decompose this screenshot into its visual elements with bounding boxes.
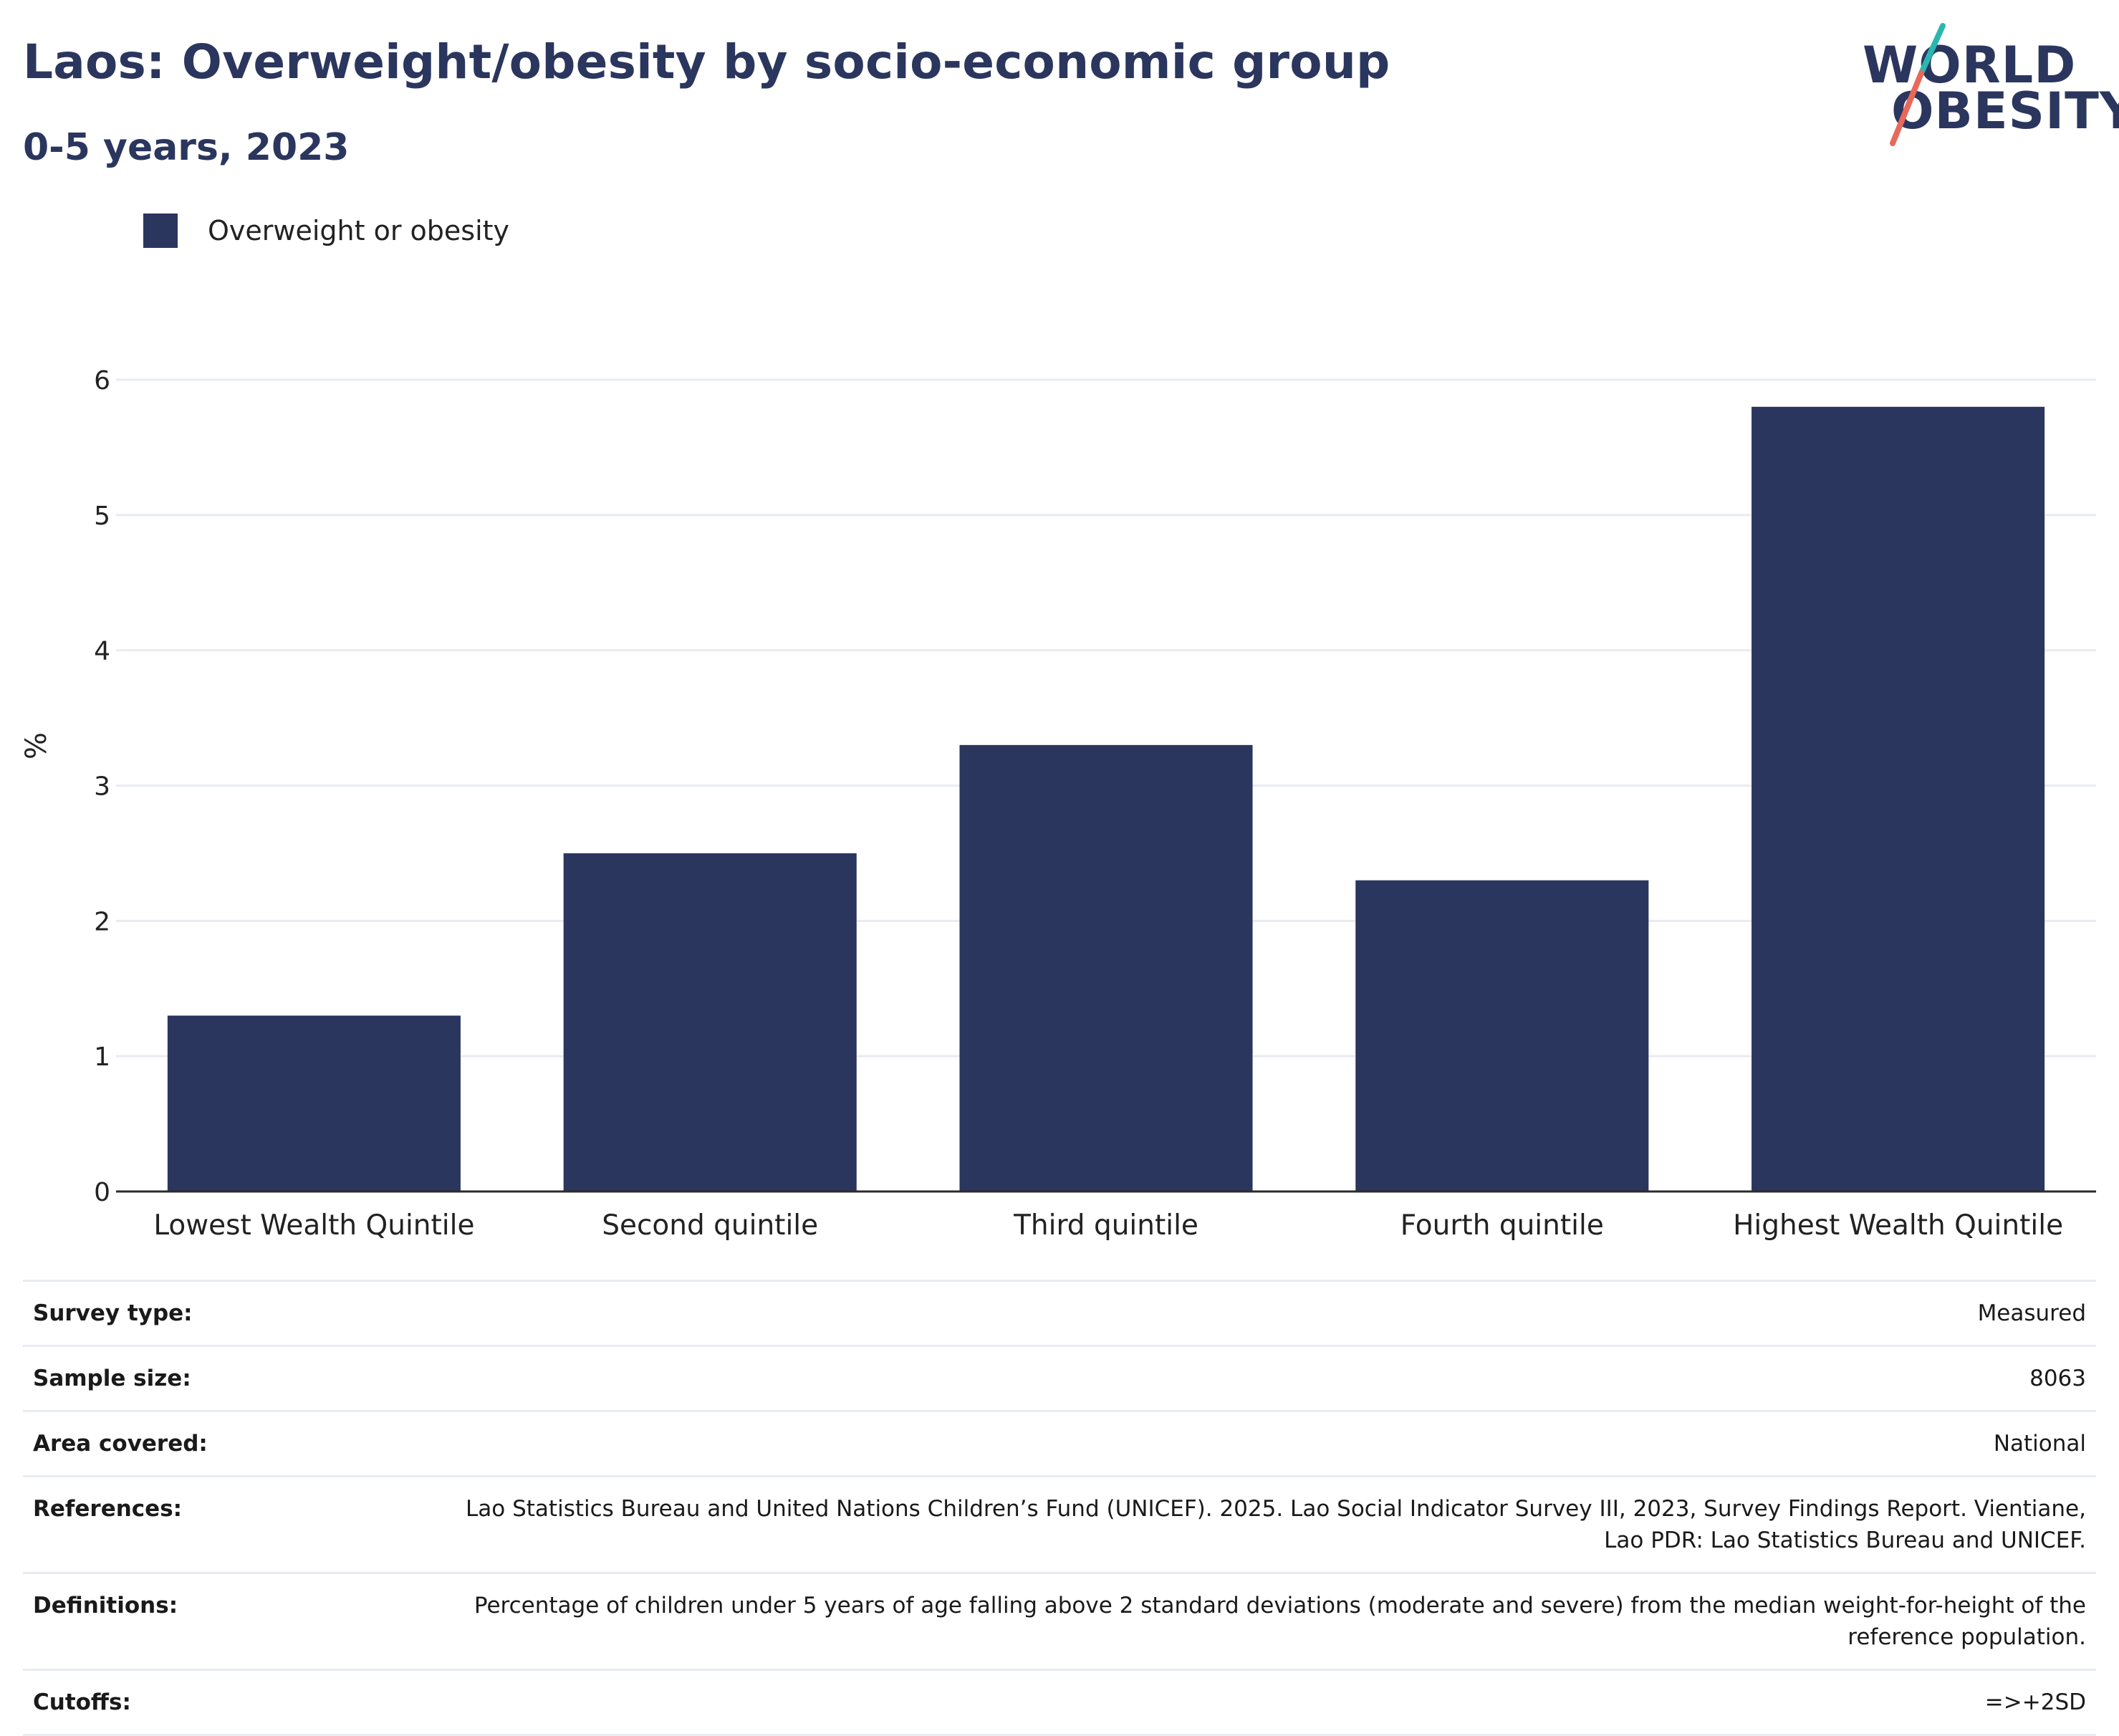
legend-swatch [143, 214, 178, 248]
logo-word-world: WORLD [1863, 36, 2077, 95]
y-tick-label: 3 [94, 772, 110, 802]
x-tick-label: Third quintile [1013, 1209, 1198, 1242]
y-tick-label: 5 [94, 502, 110, 531]
x-tick-label: Second quintile [602, 1209, 818, 1242]
y-tick-label: 1 [94, 1042, 110, 1072]
bar [563, 853, 857, 1191]
y-tick-label: 0 [94, 1178, 110, 1207]
bar-chart: 0 1 2 3 4 5 6 Lowest Wealth Quintile Second quin… [94, 366, 2096, 1242]
x-tick-label: Highest Wealth Quintile [1733, 1209, 2063, 1242]
info-row-definitions: Definitions: Percentage of children unde… [23, 1572, 2096, 1669]
x-tick-label: Fourth quintile [1400, 1209, 1604, 1242]
chart-legend: Overweight or obesity [143, 214, 509, 248]
info-value: =>+2SD [1984, 1689, 2086, 1715]
bars [167, 406, 2045, 1192]
chart-subtitle: 0-5 years, 2023 [23, 126, 350, 169]
info-table: Survey type: Measured Sample size: 8063 … [23, 1280, 2096, 1736]
info-row-cutoffs: Cutoffs: =>+2SD [23, 1669, 2096, 1736]
info-key: Area covered: [33, 1431, 208, 1457]
info-row-sample-size: Sample size: 8063 [23, 1345, 2096, 1410]
info-value: Measured [1977, 1300, 2086, 1326]
y-tick-label: 4 [94, 637, 110, 666]
info-row-area-covered: Area covered: National [23, 1410, 2096, 1475]
info-key: Survey type: [33, 1300, 193, 1326]
info-key: Cutoffs: [33, 1689, 131, 1715]
legend-label: Overweight or obesity [208, 215, 510, 246]
info-key: References: [33, 1496, 183, 1522]
logo-word-obesity: OBESITY [1891, 82, 2119, 140]
bar [1752, 406, 2045, 1192]
info-value: National [1993, 1431, 2086, 1457]
bar [959, 744, 1253, 1191]
x-tick-label: Lowest Wealth Quintile [153, 1209, 474, 1242]
info-row-survey-type: Survey type: Measured [23, 1280, 2096, 1345]
info-key: Definitions: [33, 1593, 178, 1618]
bar [1355, 880, 1649, 1191]
world-obesity-logo: WORLD OBESITY [1863, 20, 2119, 149]
y-tick-label: 2 [94, 907, 110, 936]
bar [167, 1015, 461, 1191]
info-value: 8063 [2029, 1366, 2086, 1391]
y-tick-label: 6 [94, 366, 110, 395]
logo-slash-icon [1890, 23, 1946, 146]
info-row-references: References: Lao Statistics Bureau and Un… [23, 1475, 2096, 1572]
info-value: Lao Statistics Bureau and United Nations… [466, 1496, 2086, 1553]
axes: 0 1 2 3 4 5 6 Lowest Wealth Quintile Second quin… [94, 366, 2096, 1242]
info-key: Sample size: [33, 1366, 191, 1391]
info-value: Percentage of children under 5 years of … [474, 1593, 2086, 1650]
chart-title: Laos: Overweight/obesity by socio-econom… [23, 34, 1390, 90]
